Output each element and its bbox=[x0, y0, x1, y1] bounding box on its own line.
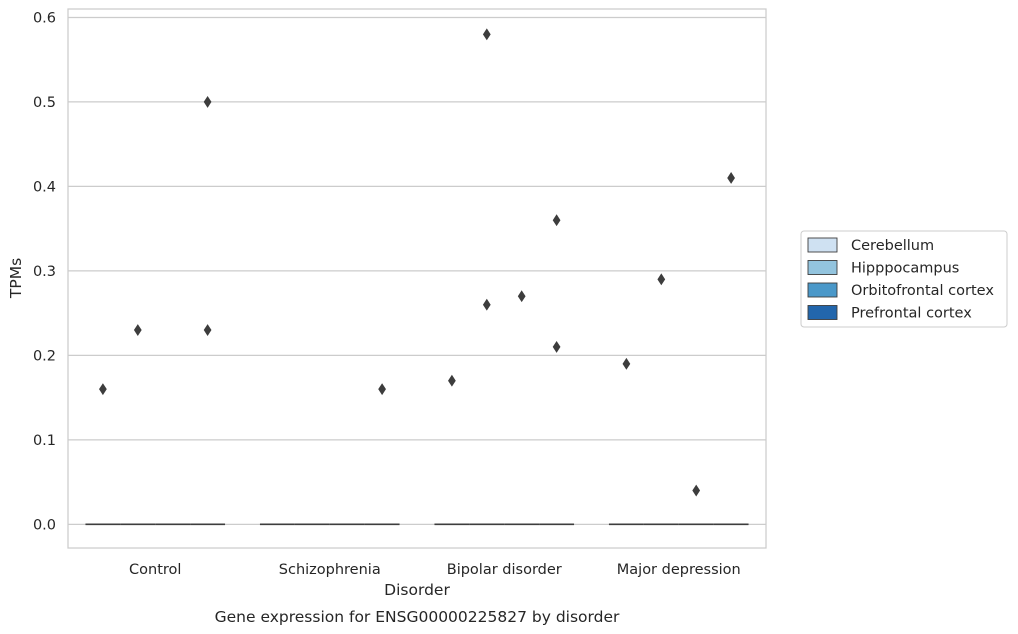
x-tick-label: Control bbox=[129, 562, 181, 578]
outlier-points bbox=[99, 28, 735, 497]
outlier-point bbox=[99, 383, 107, 396]
legend-swatch bbox=[807, 282, 838, 298]
outlier-point bbox=[692, 484, 701, 497]
legend: Cerebellum Hipppocampus Orbitofrontal cort… bbox=[800, 230, 1008, 328]
legend-swatch bbox=[807, 237, 838, 253]
y-tick-labels: 0.0 0.1 0.2 0.3 0.4 0.5 0.6 bbox=[33, 10, 56, 533]
outlier-point bbox=[622, 357, 631, 370]
outlier-point bbox=[727, 172, 735, 184]
x-tick-labels: Control Schizophrenia Bipolar disorder Majo… bbox=[129, 562, 741, 578]
y-tick-label: 0.3 bbox=[33, 264, 56, 280]
legend-label: Orbitofrontal cortex bbox=[851, 283, 994, 299]
legend-label: Prefrontal cortex bbox=[851, 306, 972, 322]
legend-label: Cerebellum bbox=[851, 238, 934, 254]
y-tick-label: 0.6 bbox=[33, 10, 56, 26]
chart-caption: Gene expression for ENSG00000225827 by d… bbox=[215, 608, 620, 626]
legend-label: Hipppocampus bbox=[851, 261, 959, 277]
outlier-point bbox=[552, 341, 561, 353]
outlier-point bbox=[552, 214, 561, 227]
legend-items: Cerebellum Hipppocampus Orbitofrontal cort… bbox=[807, 237, 994, 322]
x-tick-label: Schizophrenia bbox=[279, 562, 381, 578]
y-tick-label: 0.4 bbox=[33, 179, 56, 195]
outlier-point bbox=[657, 273, 666, 286]
y-tick-label: 0.5 bbox=[33, 95, 56, 111]
y-tick-label: 0.1 bbox=[33, 433, 56, 449]
outlier-point bbox=[482, 28, 491, 41]
gridlines bbox=[68, 16, 766, 525]
legend-swatch bbox=[807, 305, 838, 320]
outlier-point bbox=[378, 383, 386, 396]
outlier-point bbox=[448, 374, 456, 387]
outlier-point bbox=[517, 290, 526, 303]
outlier-point bbox=[133, 324, 142, 336]
outlier-point bbox=[203, 96, 212, 108]
plot-frame bbox=[67, 8, 767, 549]
x-axis-title: Disorder bbox=[384, 581, 450, 599]
y-axis-title: TPMs bbox=[7, 258, 25, 299]
y-tick-label: 0.0 bbox=[33, 517, 56, 533]
y-tick-label: 0.2 bbox=[33, 348, 56, 364]
outlier-point bbox=[203, 324, 212, 336]
legend-frame bbox=[800, 230, 1008, 328]
legend-swatch bbox=[807, 260, 838, 275]
x-tick-label: Major depression bbox=[617, 562, 741, 578]
x-tick-label: Bipolar disorder bbox=[447, 562, 562, 578]
outlier-point bbox=[482, 298, 491, 311]
